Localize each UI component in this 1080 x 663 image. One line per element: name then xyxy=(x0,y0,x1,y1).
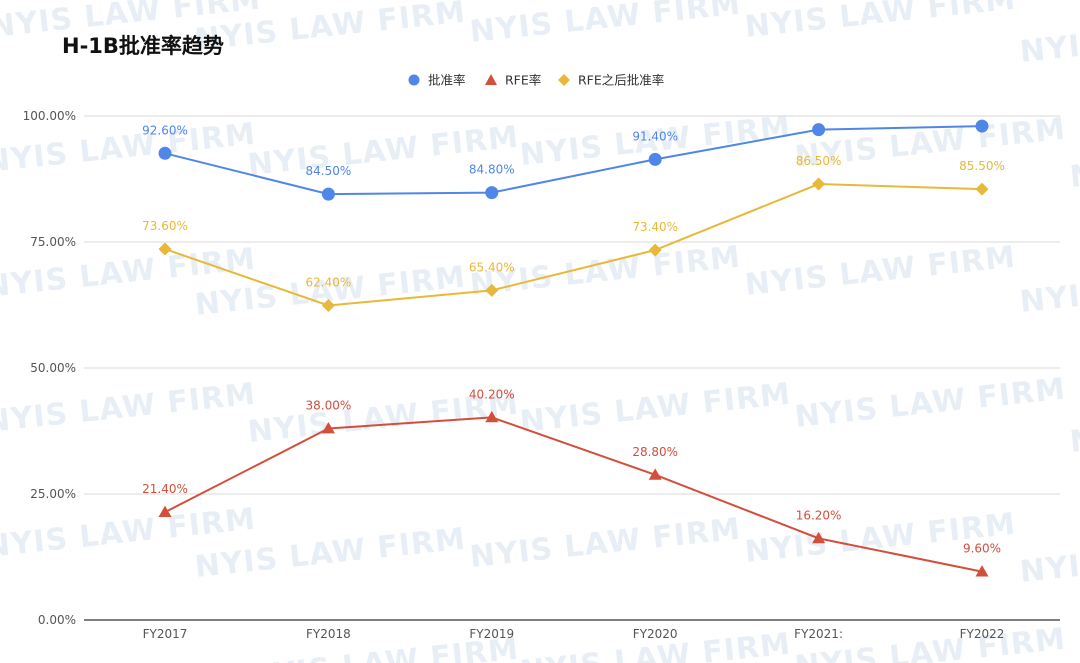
data-point xyxy=(648,468,662,480)
data-point xyxy=(975,119,989,133)
data-label: 92.60% xyxy=(142,123,188,137)
data-label: 73.40% xyxy=(632,220,678,234)
x-tick-label: FY2019 xyxy=(469,627,514,641)
data-point xyxy=(648,243,662,257)
legend-label: 批准率 xyxy=(428,73,466,88)
legend-marker xyxy=(558,74,570,86)
data-point xyxy=(485,283,499,297)
data-label: 28.80% xyxy=(632,445,678,459)
data-point xyxy=(485,410,499,423)
y-tick-label: 100.00% xyxy=(23,109,76,123)
y-tick-label: 0.00% xyxy=(38,613,76,627)
data-point xyxy=(975,565,989,577)
data-label: 38.00% xyxy=(306,398,352,412)
data-label: 86.50% xyxy=(796,154,842,168)
data-label: 84.50% xyxy=(306,164,352,178)
legend-marker xyxy=(485,74,497,85)
legend-label: RFE率 xyxy=(505,73,541,88)
x-tick-label: FY2020 xyxy=(633,627,678,641)
series-line-2 xyxy=(164,416,983,573)
data-point xyxy=(812,177,826,191)
y-tick-label: 25.00% xyxy=(30,487,76,501)
data-label: 21.40% xyxy=(142,482,188,496)
x-tick-label: FY2022 xyxy=(960,627,1005,641)
y-tick-label: 50.00% xyxy=(30,361,76,375)
data-point xyxy=(321,299,335,313)
data-label: 9.60% xyxy=(963,542,1001,556)
data-point xyxy=(648,152,662,166)
y-tick-label: 75.00% xyxy=(30,235,76,249)
x-tick-label: FY2017 xyxy=(143,627,188,641)
data-label: 73.60% xyxy=(142,219,188,233)
data-label: 65.40% xyxy=(469,260,515,274)
data-label: 62.40% xyxy=(306,276,352,290)
data-point xyxy=(812,123,826,137)
series-line-1 xyxy=(164,125,983,196)
series-line-3 xyxy=(164,183,983,307)
data-label: 84.80% xyxy=(469,163,515,177)
data-label: 85.50% xyxy=(959,159,1005,173)
legend-label: RFE之后批准率 xyxy=(578,73,664,88)
data-label: 91.40% xyxy=(632,129,678,143)
x-tick-label: FY2018 xyxy=(306,627,351,641)
x-tick-label: FY2021: xyxy=(794,627,843,641)
chart-title: H-1B批准率趋势 xyxy=(62,34,224,58)
legend-marker xyxy=(408,74,420,86)
data-point xyxy=(485,186,499,200)
data-label: 40.20% xyxy=(469,387,515,401)
data-label: 16.20% xyxy=(796,508,842,522)
data-point xyxy=(321,421,335,434)
data-point xyxy=(158,242,172,256)
data-point xyxy=(158,505,172,518)
data-point xyxy=(975,182,989,196)
data-point xyxy=(812,531,826,544)
data-point xyxy=(321,187,335,201)
data-point xyxy=(158,146,172,160)
